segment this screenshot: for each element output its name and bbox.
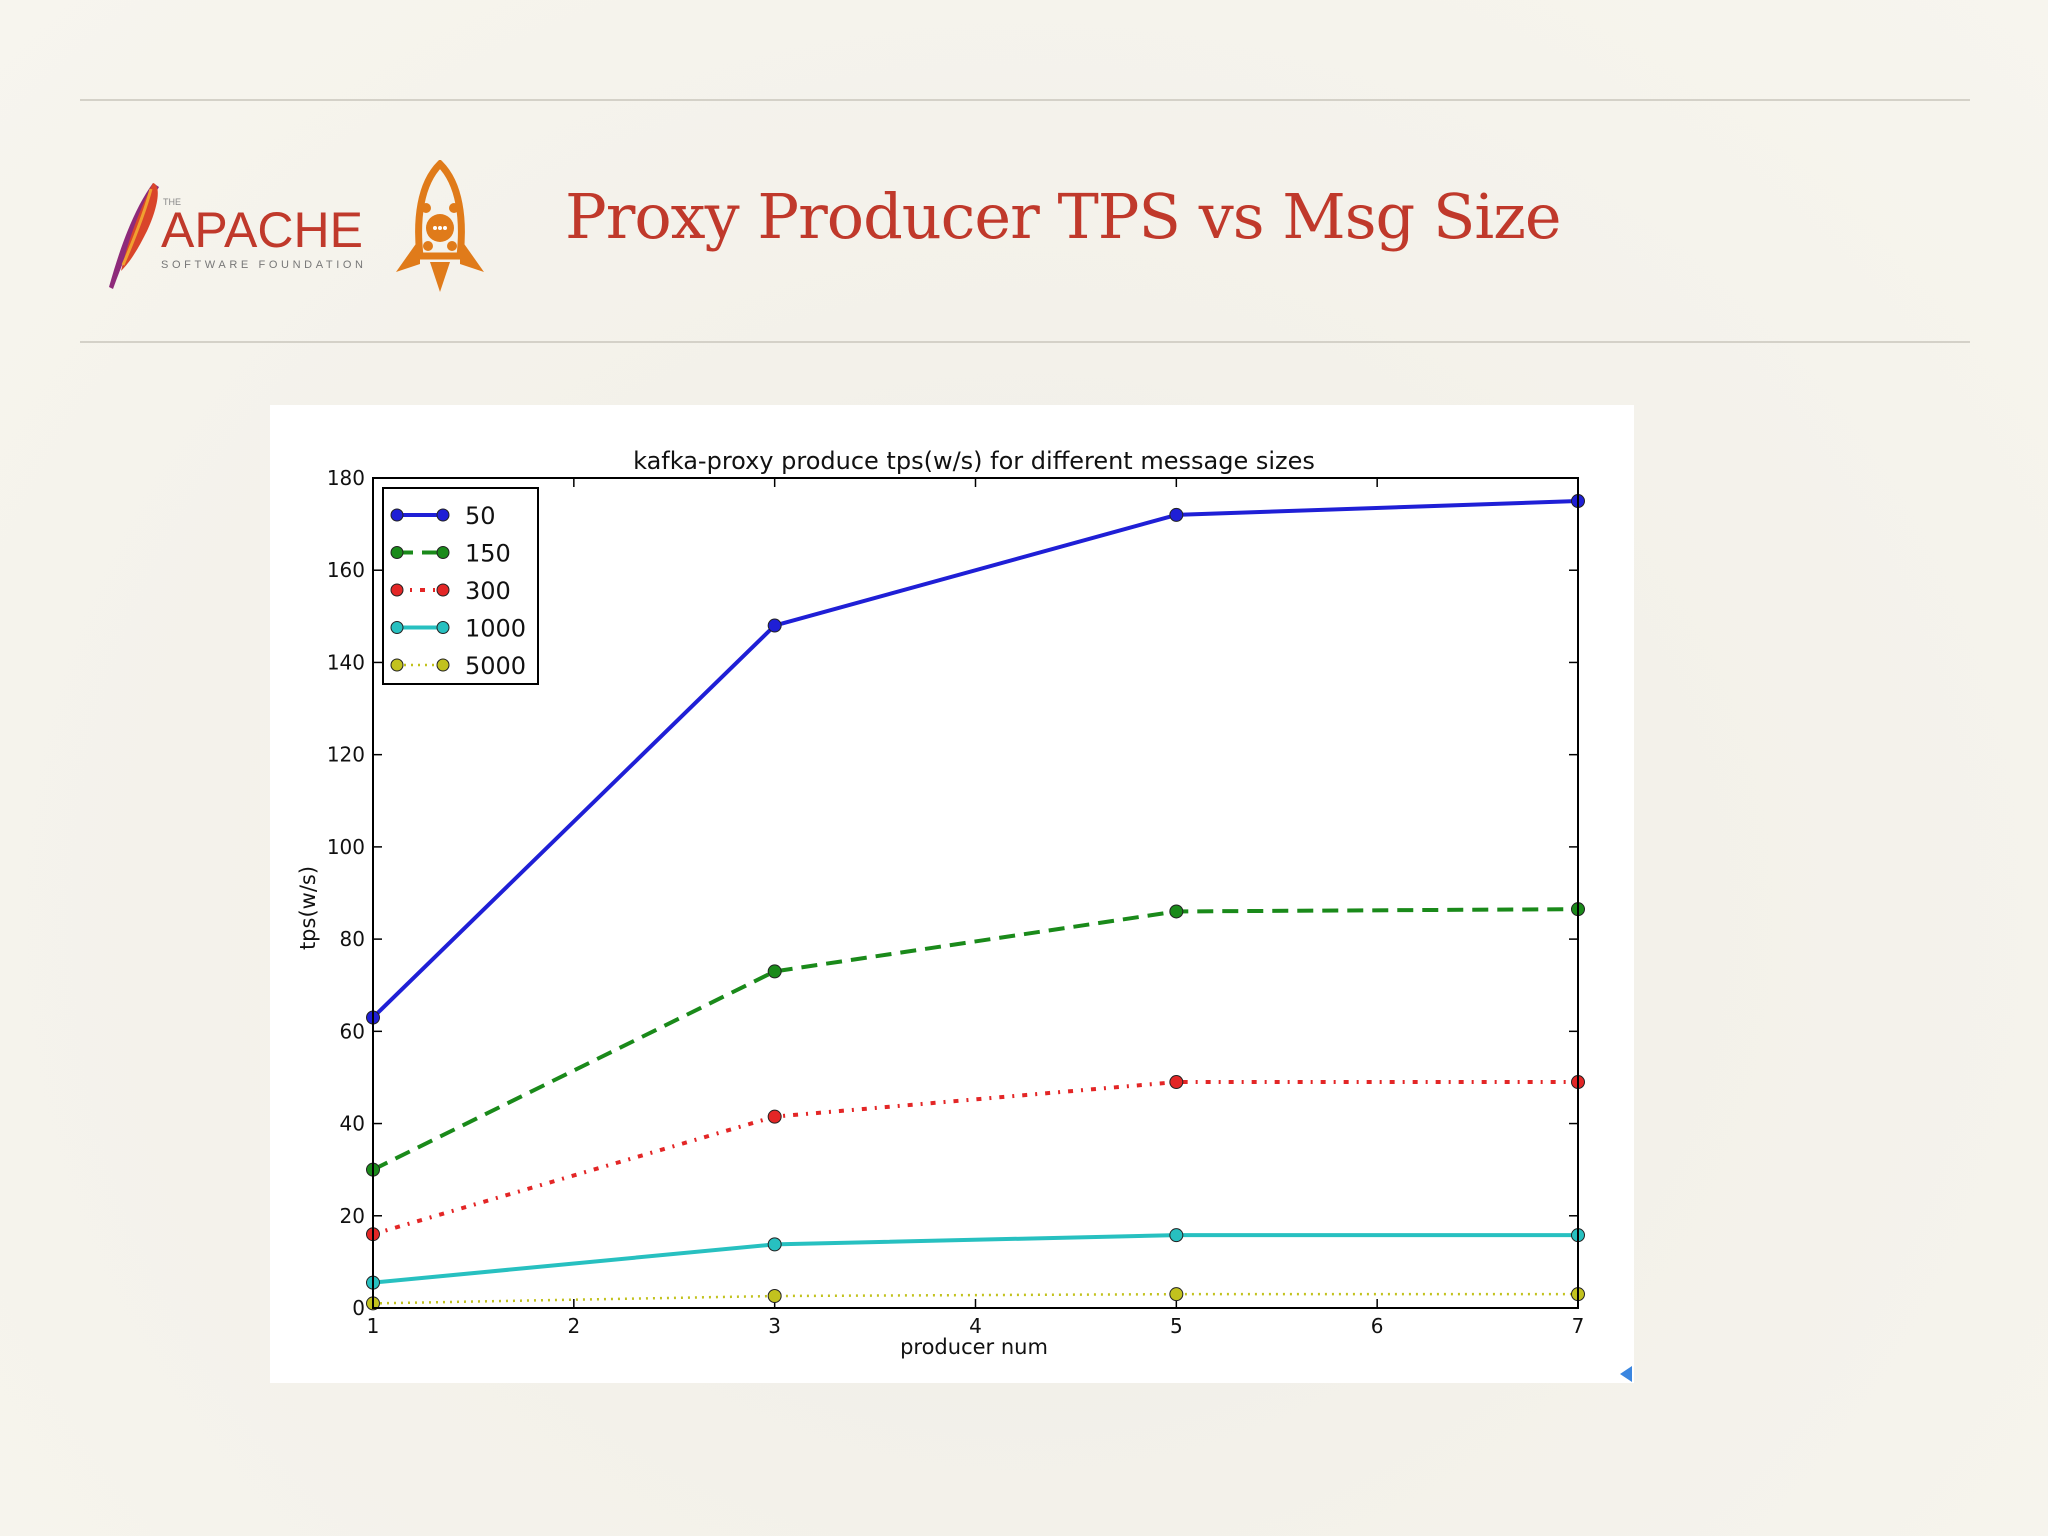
legend-marker (436, 621, 450, 634)
series-line-1000 (372, 1233, 1578, 1285)
data-point (1169, 904, 1184, 919)
y-tick-label: 160 (327, 558, 365, 582)
line-chart: kafka-proxy produce tps(w/s) for differe… (296, 447, 1585, 1359)
x-tick-label: 3 (768, 1314, 781, 1338)
data-point (767, 1109, 782, 1124)
x-axis-label: producer num (900, 1335, 1048, 1359)
data-point (767, 964, 782, 979)
y-tick-label: 60 (340, 1019, 365, 1043)
legend-label: 1000 (465, 615, 526, 643)
chart-panel: kafka-proxy produce tps(w/s) for differe… (270, 405, 1634, 1383)
legend-marker (390, 508, 404, 522)
header-rule-top (80, 99, 1970, 101)
legend-marker (390, 583, 404, 597)
apache-logo-sub: SOFTWARE FOUNDATION (161, 259, 363, 271)
data-point (1169, 1228, 1184, 1243)
data-point (767, 1237, 782, 1252)
y-tick-label: 100 (327, 835, 365, 859)
x-tick-label: 6 (1371, 1314, 1384, 1338)
x-tick-label: 7 (1572, 1314, 1585, 1338)
legend-marker (390, 546, 404, 559)
header-rule-bottom (80, 341, 1970, 343)
slide-title: Proxy Producer TPS vs Msg Size (565, 180, 1562, 253)
legend-marker (436, 508, 450, 522)
y-tick-label: 40 (340, 1112, 365, 1136)
data-point (1169, 1075, 1184, 1090)
series-line-150 (372, 907, 1579, 1172)
y-axis-label: tps(w/s) (296, 866, 320, 950)
legend-marker (436, 658, 450, 672)
y-tick-label: 120 (327, 743, 365, 767)
legend-label: 300 (465, 577, 511, 605)
series-line-50 (371, 499, 1579, 1019)
y-tick-label: 80 (340, 927, 365, 951)
x-tick-label: 2 (567, 1314, 580, 1338)
series-line-5000 (372, 1292, 1578, 1305)
apache-logo-main: APACHE (161, 202, 363, 258)
chart-axes: 0 20 40 60 80 100 120 140 160 180 1 2 3 4 5 6 7 (327, 466, 1585, 1338)
data-point (767, 1289, 782, 1304)
chart-legend: 50 150 300 1000 5000 (382, 487, 539, 685)
legend-marker (436, 583, 450, 597)
plot-frame (372, 477, 1579, 1309)
legend-marker (390, 658, 404, 672)
y-tick-label: 0 (352, 1296, 365, 1320)
y-tick-label: 20 (340, 1204, 365, 1228)
chart-series (366, 494, 1585, 1311)
y-tick-label: 140 (327, 650, 365, 674)
legend-box (382, 487, 539, 685)
apache-logo-top: THE (163, 197, 181, 207)
chart-title: kafka-proxy produce tps(w/s) for differe… (633, 447, 1315, 475)
data-point (1169, 507, 1184, 522)
x-tick-label: 4 (969, 1314, 982, 1338)
data-point (1169, 1287, 1184, 1302)
x-tick-label: 1 (367, 1314, 380, 1338)
apache-feather-icon (109, 183, 159, 289)
data-point (767, 618, 782, 633)
legend-marker (390, 621, 404, 634)
legend-marker (436, 546, 450, 559)
y-tick-label: 180 (327, 466, 365, 490)
legend-label: 50 (465, 502, 496, 530)
series-line-300 (372, 1080, 1578, 1237)
x-tick-label: 5 (1170, 1314, 1183, 1338)
legend-label: 150 (465, 540, 511, 568)
apache-logo: THE APACHE SOFTWARE FOUNDATION (109, 183, 363, 289)
legend-label: 5000 (465, 652, 526, 680)
rocket-logo-icon (396, 160, 484, 292)
arrow-left-icon[interactable] (1618, 1364, 1634, 1384)
